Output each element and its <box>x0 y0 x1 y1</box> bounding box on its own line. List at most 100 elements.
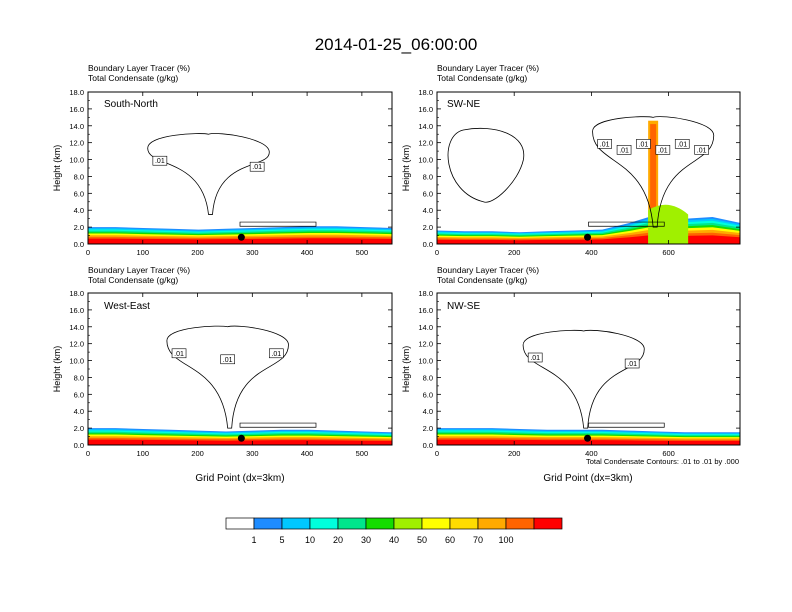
contour-label-text: .01 <box>174 351 184 358</box>
colorbar-label: 40 <box>389 535 399 545</box>
y-tick-label: 8.0 <box>423 373 433 382</box>
y-tick-label: 0.0 <box>423 441 433 450</box>
contour-label-box <box>655 145 671 155</box>
colorbar-swatch <box>337 517 367 530</box>
y-axis-label: Height (km) <box>52 346 62 393</box>
contour-label-box <box>527 352 543 363</box>
contour-label: .01 <box>616 145 632 155</box>
location-marker <box>584 434 592 442</box>
y-tick-label: 6.0 <box>423 189 433 198</box>
y-axis-label: Height (km) <box>401 145 411 192</box>
x-tick-label: 0 <box>435 248 439 257</box>
y-tick-label: 6.0 <box>74 390 84 399</box>
y-tick-label: 2.0 <box>423 223 433 232</box>
y-tick-label: 12.0 <box>69 139 84 148</box>
y-tick-label: 0.0 <box>423 240 433 249</box>
contour-label-text: .01 <box>223 357 233 364</box>
contour-label: .01 <box>624 358 640 369</box>
x-tick-label: 200 <box>508 248 521 257</box>
contour-label-text: .01 <box>530 355 540 362</box>
y-tick-label: 16.0 <box>69 105 84 114</box>
panel-subtitle-line-2: Total Condensate (g/kg) <box>437 73 527 83</box>
panel-subtitle-line-1: Boundary Layer Tracer (%) <box>88 63 190 73</box>
contour-label-box <box>674 139 690 149</box>
colorbar-label: 100 <box>498 535 513 545</box>
contour-label-box <box>636 139 651 149</box>
y-tick-label: 4.0 <box>423 206 433 215</box>
panel-label: West-East <box>104 301 150 312</box>
location-marker <box>237 233 245 241</box>
x-tick-label: 300 <box>246 449 259 458</box>
plot-area: .01 .01 .01 .01 .01 .01 0.0 2.0 4.0 6.0 8.0 10.0 12.… <box>418 88 741 257</box>
y-tick-label: 12.0 <box>69 340 84 349</box>
y-tick-label: 2.0 <box>423 424 433 433</box>
contour-label: .01 <box>269 348 284 359</box>
y-tick-label: 18.0 <box>418 289 433 298</box>
plot-area: .01 .01 0.0 2.0 4.0 6.0 8.0 10.0 12.0 14.0 16.0 18.… <box>69 88 393 257</box>
x-tick-label: 400 <box>585 449 598 458</box>
panel-subtitle-line-2: Total Condensate (g/kg) <box>88 275 178 285</box>
x-tick-label: 500 <box>356 449 369 458</box>
contour-label-text: .01 <box>697 147 707 154</box>
plot-area: .01 .01 0.0 2.0 4.0 6.0 8.0 10.0 12.0 14.0 16.0 18.… <box>418 289 741 458</box>
y-tick-label: 4.0 <box>74 206 84 215</box>
x-axis-label: Grid Point (dx=3km) <box>195 473 284 484</box>
panel-label: South-North <box>104 99 158 110</box>
y-tick-label: 14.0 <box>69 122 84 131</box>
contour-label-box <box>220 354 235 365</box>
colorbar-swatch <box>505 517 535 530</box>
panel-label: NW-SE <box>447 301 480 312</box>
y-tick-label: 16.0 <box>69 306 84 315</box>
colorbar-swatch <box>253 517 283 530</box>
condensate-contour <box>522 329 645 429</box>
contour-label-box <box>269 348 284 359</box>
y-tick-label: 18.0 <box>69 289 84 298</box>
plot-area: .01 .01 .01 0.0 2.0 4.0 6.0 8.0 10.0 12.0 14.0 16.0… <box>69 289 393 458</box>
y-axis-label: Height (km) <box>401 346 411 393</box>
x-tick-label: 200 <box>191 449 204 458</box>
y-tick-label: 6.0 <box>74 189 84 198</box>
y-axis-label: Height (km) <box>52 145 62 192</box>
contour-label-box <box>171 348 187 359</box>
colorbar-swatch <box>449 517 479 530</box>
x-tick-label: 300 <box>246 248 259 257</box>
colorbar-swatch <box>365 517 395 530</box>
colorbar-swatch <box>393 517 423 530</box>
x-tick-label: 600 <box>662 248 675 257</box>
panel-subtitle-line-1: Boundary Layer Tracer (%) <box>88 265 190 275</box>
colorbar-label: 50 <box>417 535 427 545</box>
contour-label: .01 <box>527 352 543 363</box>
y-tick-label: 16.0 <box>418 105 433 114</box>
colorbar-label: 1 <box>251 535 256 545</box>
plot-frame <box>87 91 393 245</box>
y-tick-label: 16.0 <box>418 306 433 315</box>
y-tick-label: 4.0 <box>423 407 433 416</box>
panel-subtitle-line-1: Boundary Layer Tracer (%) <box>437 63 539 73</box>
y-tick-label: 14.0 <box>418 323 433 332</box>
x-tick-label: 500 <box>356 248 369 257</box>
panel-west-east: Boundary Layer Tracer (%) Total Condensa… <box>52 265 393 484</box>
y-tick-label: 2.0 <box>74 223 84 232</box>
y-tick-label: 14.0 <box>69 323 84 332</box>
y-tick-label: 8.0 <box>74 172 84 181</box>
x-tick-label: 200 <box>191 248 204 257</box>
contour-label-text: .01 <box>271 351 281 358</box>
colorbar-swatch <box>533 517 563 530</box>
y-tick-label: 12.0 <box>418 340 433 349</box>
contour-label-text: .01 <box>677 141 687 148</box>
x-tick-label: 400 <box>301 248 314 257</box>
colorbar-label: 60 <box>445 535 455 545</box>
condensate-contour <box>166 325 289 429</box>
panel-south-north: Boundary Layer Tracer (%) Total Condensa… <box>52 63 393 257</box>
panel-label: SW-NE <box>447 99 480 110</box>
contour-label: .01 <box>597 139 612 149</box>
condensate-contour-low <box>239 422 317 428</box>
contour-label: .01 <box>249 161 265 172</box>
y-tick-label: 2.0 <box>74 424 84 433</box>
contour-label: .01 <box>636 139 651 149</box>
colorbar-swatch <box>421 517 451 530</box>
tracer-band-8 <box>437 439 740 445</box>
panel-nw-se: Boundary Layer Tracer (%) Total Condensa… <box>401 265 741 484</box>
contour-label-text: .01 <box>600 141 610 148</box>
